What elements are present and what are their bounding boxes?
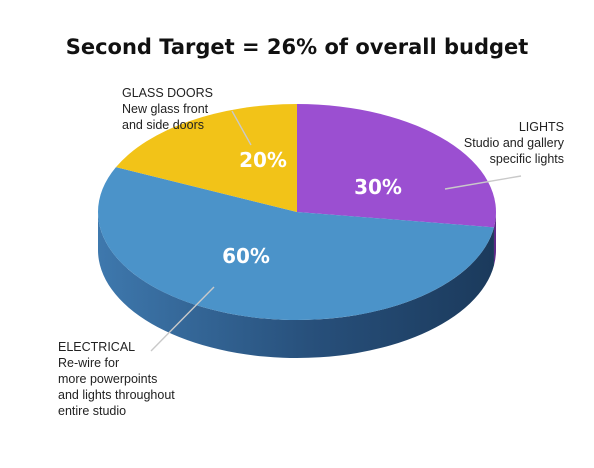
pie-label-electrical: 60% [222,244,270,268]
annotation-electrical-line-4: entire studio [58,404,126,418]
annotation-electrical-line-3: and lights throughout [58,388,175,402]
pie-tops [97,104,496,321]
annotation-lights-line-2: specific lights [490,152,564,166]
pie-slice-glass-doors [115,104,297,212]
annotation-lights-line-1: Studio and gallery [464,136,565,150]
pie-leaders [150,110,522,352]
pie-label-glass-doors: 20% [239,148,287,172]
pie-annotations: LIGHTS Studio and gallery specific lights E… [58,86,565,418]
pie-labels: 30% 60% 20% [222,148,402,268]
annotation-electrical-line-1: Re-wire for [58,356,119,370]
chart-title: Second Target = 26% of overall budget [66,35,529,59]
pie-slice-electrical [97,167,494,321]
pie-sides [98,212,496,358]
annotation-glass-doors-line-2: and side doors [122,118,204,132]
annotation-electrical-line-2: more powerpoints [58,372,157,386]
leader-line-glass-doors [231,110,252,146]
leader-line-electrical [150,286,215,352]
leader-line-lights [444,175,522,190]
pie-side-electrical [98,212,494,358]
pie-side-lights [493,212,496,266]
annotation-lights-line-0: LIGHTS [519,120,564,134]
annotation-glass-doors-line-0: GLASS DOORS [122,86,213,100]
annotation-glass-doors-line-1: New glass front [122,102,209,116]
pie-slice-lights [297,104,496,228]
pie-label-lights: 30% [354,175,402,199]
annotation-electrical-line-0: ELECTRICAL [58,340,135,354]
